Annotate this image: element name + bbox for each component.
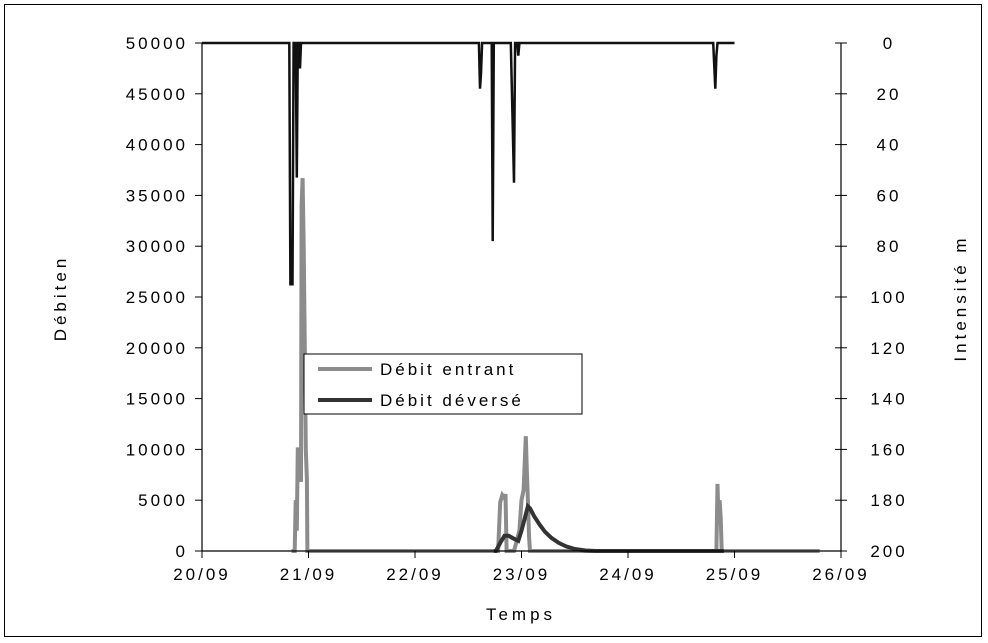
y-right-tick-label: 40 xyxy=(877,136,902,155)
y-left-tick-label: 20000 xyxy=(126,339,188,358)
tick-labels: 5000045000400003500030000250002000015000… xyxy=(126,34,907,584)
legend: Débit entrant Débit déversé xyxy=(303,353,583,415)
y-left-tick-label: 45000 xyxy=(126,85,188,104)
x-tick-label: 24/09 xyxy=(599,565,657,584)
legend-label-debit-entrant: Débit entrant xyxy=(380,360,516,379)
y-left-tick-label: 15000 xyxy=(126,390,188,409)
x-tick-label: 25/09 xyxy=(706,565,764,584)
y-right-tick-label: 100 xyxy=(870,288,907,307)
x-tick-label: 21/09 xyxy=(280,565,338,584)
y-right-tick-label: 160 xyxy=(870,440,907,459)
legend-label-debit-deverse: Débit déversé xyxy=(380,391,524,410)
x-axis-label: Temps xyxy=(486,605,556,624)
y-left-tick-label: 40000 xyxy=(126,136,188,155)
y-right-tick-label: 180 xyxy=(870,491,907,510)
y-left-tick-label: 5000 xyxy=(138,491,188,510)
series-line-2 xyxy=(202,41,735,286)
y-right-tick-label: 120 xyxy=(870,339,907,358)
y-right-tick-label: 80 xyxy=(877,237,902,256)
series-line-1 xyxy=(493,502,724,553)
y-right-tick-label: 60 xyxy=(877,186,902,205)
x-tick-label: 22/09 xyxy=(386,565,444,584)
x-tick-label: 26/09 xyxy=(812,565,870,584)
plot-lines xyxy=(202,41,820,553)
y-right-tick-label: 0 xyxy=(883,34,895,53)
y-left-tick-label: 30000 xyxy=(126,237,188,256)
y-left-tick-label: 35000 xyxy=(126,186,188,205)
y-right-axis-label: Intensité m xyxy=(951,234,970,361)
x-tick-label: 23/09 xyxy=(493,565,551,584)
legend-box xyxy=(303,353,583,415)
x-tick-label: 20/09 xyxy=(173,565,231,584)
y-right-tick-label: 20 xyxy=(877,85,902,104)
y-right-tick-label: 140 xyxy=(870,390,907,409)
y-right-tick-label: 200 xyxy=(870,542,907,561)
y-left-tick-label: 25000 xyxy=(126,288,188,307)
y-left-tick-label: 10000 xyxy=(126,440,188,459)
chart-border xyxy=(4,4,982,637)
axes xyxy=(195,42,847,558)
y-left-tick-label: 0 xyxy=(176,542,188,561)
y-left-tick-label: 50000 xyxy=(126,34,188,53)
y-left-axis-label: Débiten xyxy=(51,255,70,342)
